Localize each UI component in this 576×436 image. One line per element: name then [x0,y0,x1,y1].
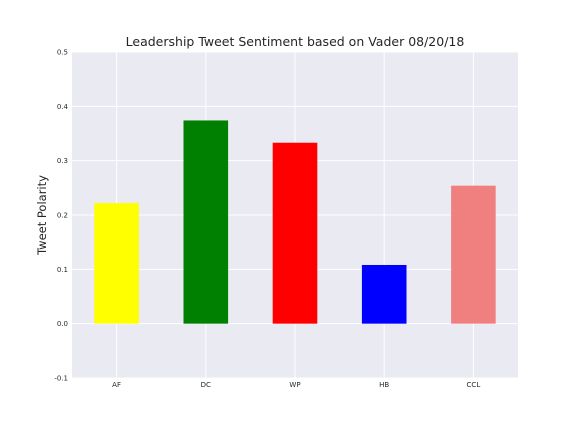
bars [94,120,496,324]
bar-ccl [451,185,496,324]
x-tick-label: DC [201,381,211,389]
y-tick-label: 0.4 [57,103,69,111]
y-axis-label: Tweet Polarity [35,175,49,256]
bar-wp [272,142,318,324]
bar-dc [183,120,229,324]
x-tick-label: CCL [467,381,481,389]
y-tick-label: 0.1 [57,266,68,274]
y-tick-label: 0.3 [57,157,68,165]
y-tick-label: -0.1 [54,375,68,383]
bar-af [94,203,139,324]
x-tick-label: WP [289,381,300,389]
y-axis-ticks: -0.1 0.0 0.1 0.2 0.3 0.4 0.5 [54,49,68,383]
x-tick-label: HB [379,381,389,389]
x-tick-label: AF [112,381,121,389]
chart-title: Leadership Tweet Sentiment based on Vade… [126,34,465,49]
y-tick-label: 0.0 [57,320,68,328]
bar-hb [361,264,407,324]
y-tick-label: 0.5 [57,49,68,57]
x-axis-ticks: AF DC WP HB CCL [112,381,480,389]
y-tick-label: 0.2 [57,212,68,220]
